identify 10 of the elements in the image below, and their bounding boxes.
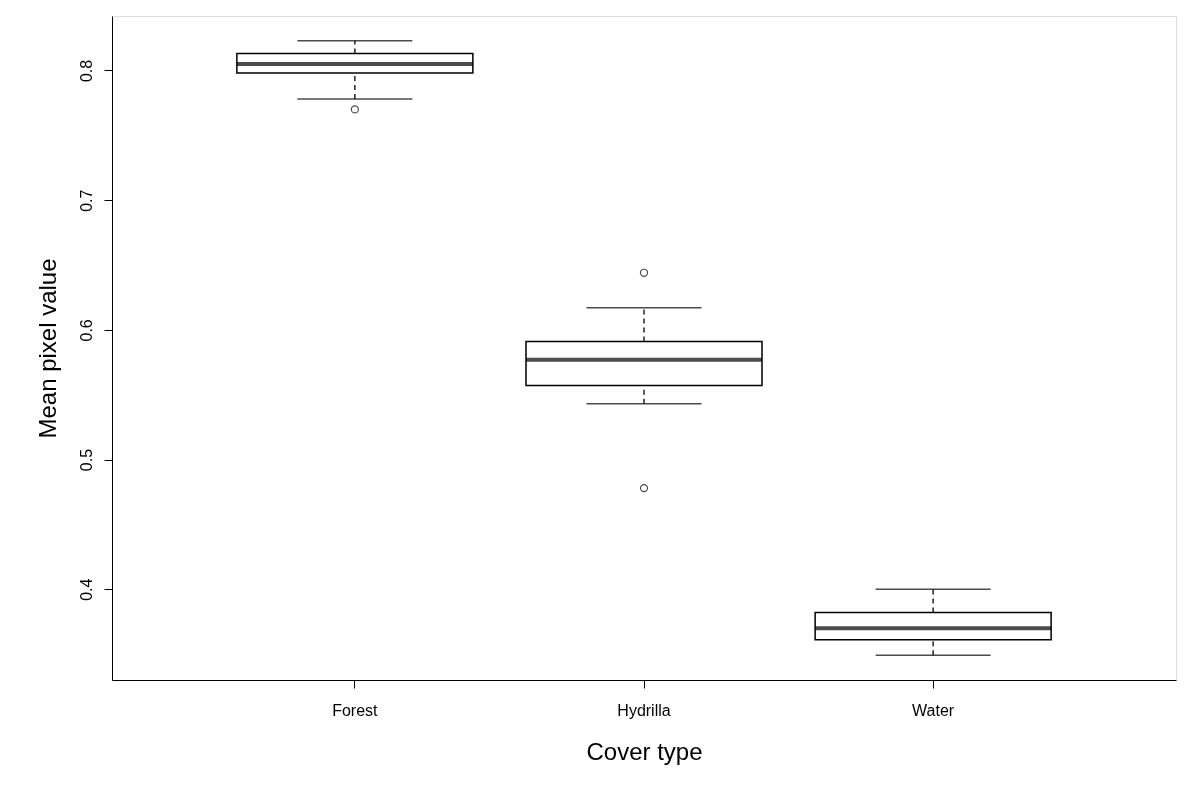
x-tick-label: Water	[912, 701, 955, 719]
x-tick-label: Forest	[332, 701, 379, 719]
y-axis-title: Mean pixel value	[33, 258, 61, 439]
y-tick-label: 0.7	[77, 189, 95, 212]
x-axis-title: Cover type	[586, 737, 703, 765]
x-tick-label: Hydrilla	[617, 701, 671, 719]
y-tick-label: 0.6	[77, 319, 95, 342]
y-tick-label: 0.4	[77, 578, 95, 601]
y-tick-label: 0.8	[77, 59, 95, 83]
y-tick-label: 0.5	[77, 448, 95, 472]
